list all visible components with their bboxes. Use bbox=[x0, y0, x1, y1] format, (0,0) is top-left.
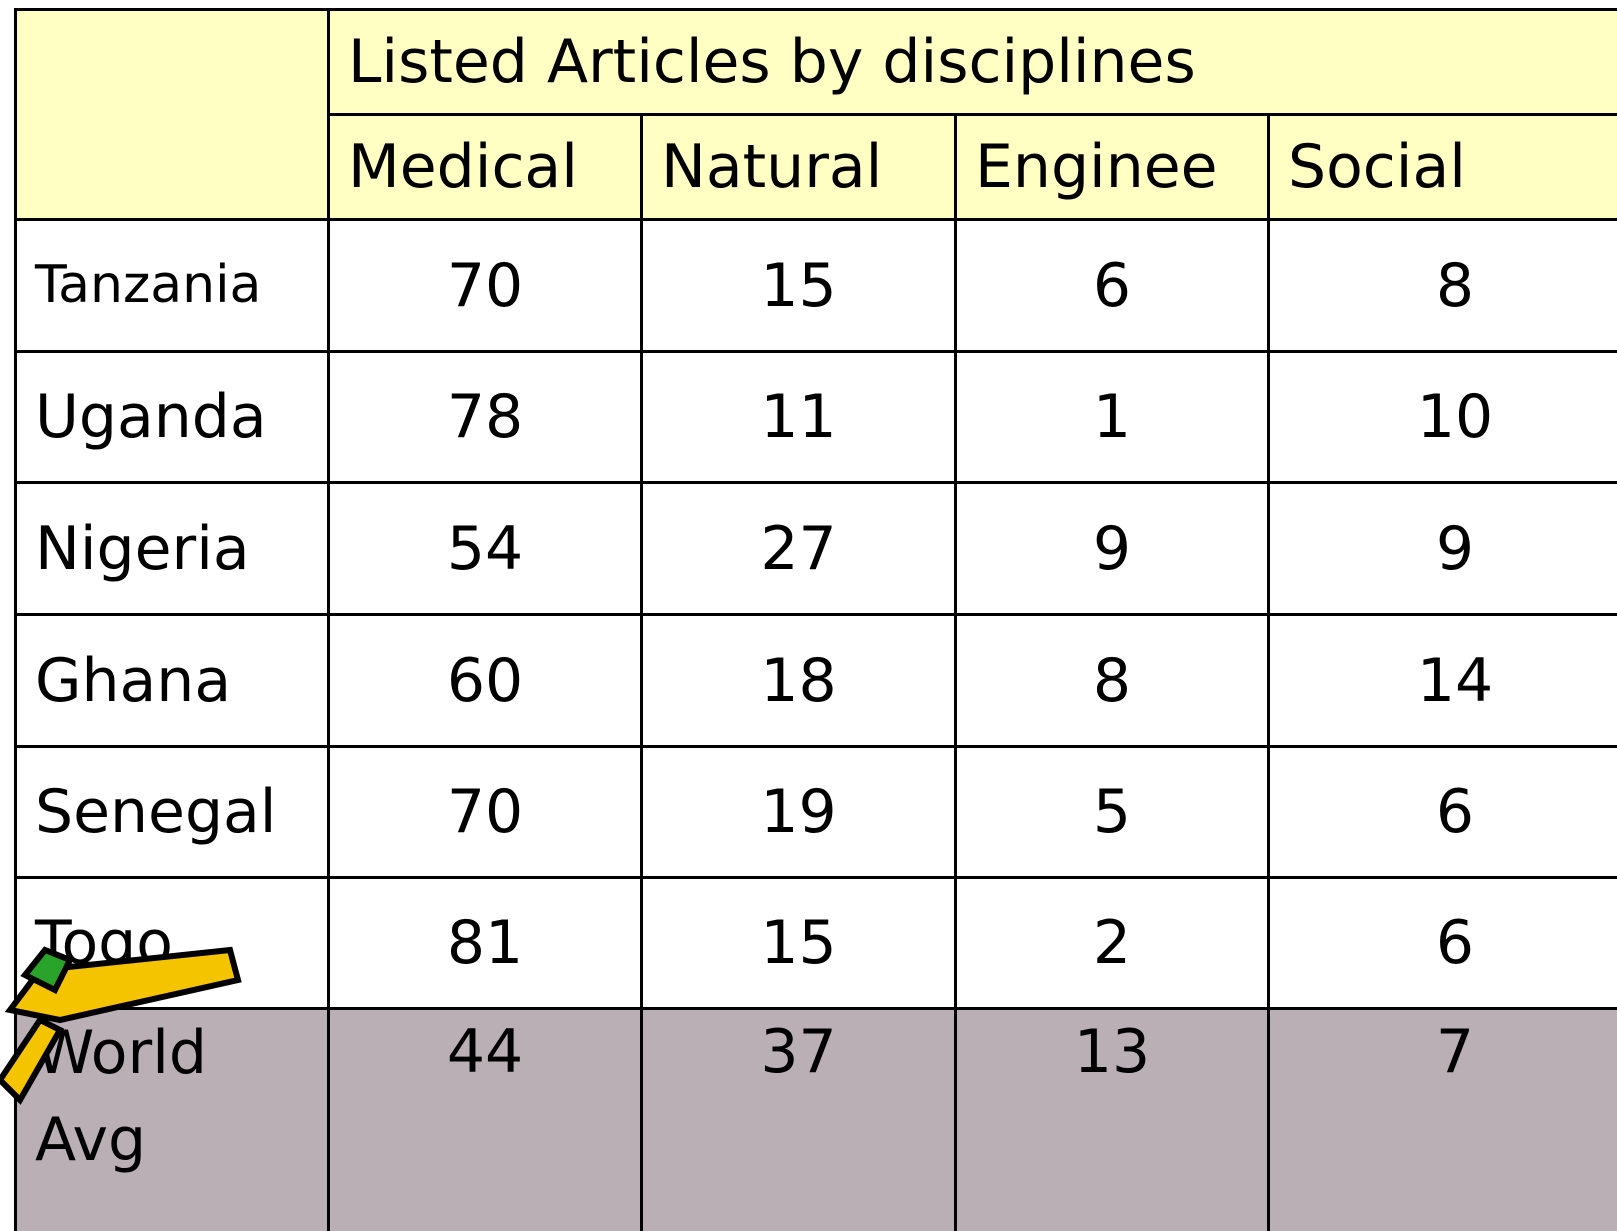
value-cell: 2 bbox=[954, 876, 1270, 1010]
corner-cell bbox=[14, 8, 330, 221]
column-header: Medical bbox=[327, 113, 643, 221]
value-cell: 54 bbox=[327, 481, 643, 616]
row-label: Ghana bbox=[14, 613, 330, 748]
row-label: Nigeria bbox=[14, 481, 330, 616]
value-cell: 1 bbox=[954, 350, 1270, 484]
value-cell: 11 bbox=[640, 350, 957, 484]
value-cell: 5 bbox=[954, 745, 1270, 879]
value-cell: 9 bbox=[954, 481, 1270, 616]
value-cell: 10 bbox=[1267, 350, 1617, 484]
value-cell: 19 bbox=[640, 745, 957, 879]
value-cell: 15 bbox=[640, 876, 957, 1010]
value-cell: 8 bbox=[1267, 218, 1617, 353]
value-cell: 44 bbox=[327, 1007, 643, 1231]
value-cell: 14 bbox=[1267, 613, 1617, 748]
row-label: World Avg bbox=[14, 1007, 330, 1231]
column-header: Enginee bbox=[954, 113, 1270, 221]
value-cell: 81 bbox=[327, 876, 643, 1010]
row-label: Tanzania bbox=[14, 218, 330, 353]
value-cell: 6 bbox=[1267, 876, 1617, 1010]
pencil-clipart bbox=[0, 946, 242, 1105]
value-cell: 70 bbox=[327, 218, 643, 353]
value-cell: 8 bbox=[954, 613, 1270, 748]
column-header: Natural bbox=[640, 113, 957, 221]
row-label: Senegal bbox=[14, 745, 330, 879]
column-header: Social bbox=[1267, 113, 1617, 221]
value-cell: 18 bbox=[640, 613, 957, 748]
value-cell: 6 bbox=[1267, 745, 1617, 879]
group-header: Listed Articles by disciplines bbox=[327, 8, 1617, 116]
value-cell: 78 bbox=[327, 350, 643, 484]
row-label: Uganda bbox=[14, 350, 330, 484]
value-cell: 27 bbox=[640, 481, 957, 616]
value-cell: 70 bbox=[327, 745, 643, 879]
value-cell: 7 bbox=[1267, 1007, 1617, 1231]
value-cell: 13 bbox=[954, 1007, 1270, 1231]
value-cell: 15 bbox=[640, 218, 957, 353]
value-cell: 60 bbox=[327, 613, 643, 748]
value-cell: 6 bbox=[954, 218, 1270, 353]
value-cell: 37 bbox=[640, 1007, 957, 1231]
value-cell: 9 bbox=[1267, 481, 1617, 616]
